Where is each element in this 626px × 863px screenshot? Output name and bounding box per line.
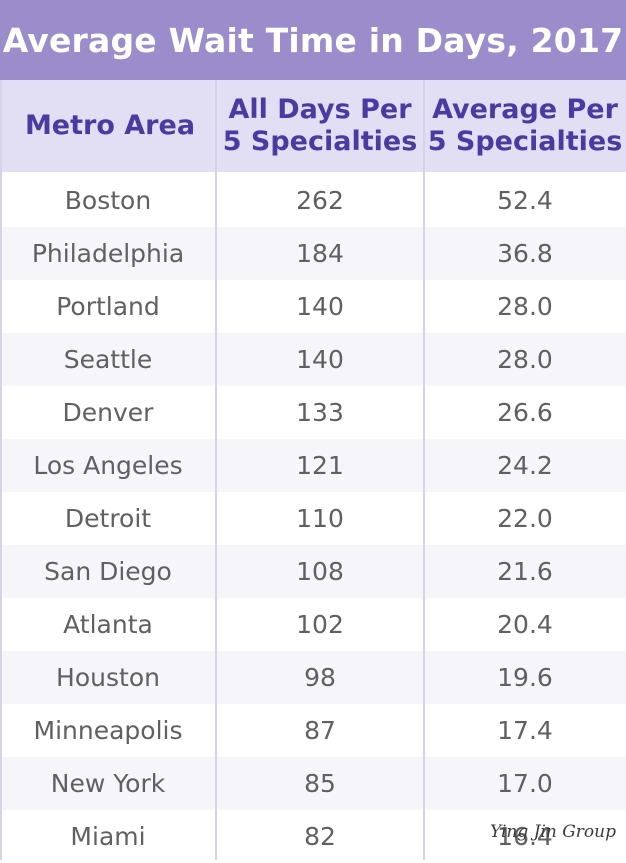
cell-metro-area: Miami bbox=[70, 822, 146, 851]
header-all-days-text: All Days Per 5 Specialties bbox=[222, 93, 418, 157]
table-title: Average Wait Time in Days, 2017 bbox=[0, 0, 626, 80]
cell-all-days: 108 bbox=[296, 557, 344, 586]
header-metro-area: Metro Area bbox=[24, 109, 196, 141]
cell-all-days: 133 bbox=[296, 398, 344, 427]
cell-average: 24.2 bbox=[497, 451, 553, 480]
table-row: Detroit 110 22.0 bbox=[0, 492, 626, 545]
column-divider-2 bbox=[423, 80, 425, 860]
cell-metro-area: Boston bbox=[64, 186, 152, 215]
table-row: Miami 82 16.4 bbox=[0, 810, 626, 863]
cell-all-days: 98 bbox=[304, 663, 336, 692]
column-divider-1 bbox=[215, 80, 217, 860]
cell-metro-area: Los Angeles bbox=[33, 451, 183, 480]
cell-average: 16.4 bbox=[497, 822, 553, 851]
cell-average: 52.4 bbox=[497, 186, 553, 215]
header-row: Metro Area All Days Per 5 Specialties Av… bbox=[0, 80, 626, 172]
cell-average: 17.0 bbox=[497, 769, 553, 798]
cell-average: 20.4 bbox=[497, 610, 553, 639]
cell-all-days: 140 bbox=[296, 345, 344, 374]
cell-all-days: 82 bbox=[304, 822, 336, 851]
cell-average: 26.6 bbox=[497, 398, 553, 427]
cell-average: 21.6 bbox=[497, 557, 553, 586]
table-row: Houston 98 19.6 bbox=[0, 651, 626, 704]
header-all-days: All Days Per 5 Specialties bbox=[216, 80, 424, 172]
cell-metro-area: San Diego bbox=[44, 557, 172, 586]
watermark-text: Ying Jin Group bbox=[490, 822, 616, 842]
table-row: Minneapolis 87 17.4 bbox=[0, 704, 626, 757]
cell-metro-area: New York bbox=[50, 769, 166, 798]
table-border-left bbox=[0, 80, 2, 860]
cell-metro-area: Atlanta bbox=[63, 610, 153, 639]
table-row: Portland 140 28.0 bbox=[0, 280, 626, 333]
cell-average: 22.0 bbox=[497, 504, 553, 533]
cell-all-days: 85 bbox=[304, 769, 336, 798]
cell-average: 28.0 bbox=[497, 345, 553, 374]
cell-metro-area: Seattle bbox=[63, 345, 153, 374]
cell-metro-area: Minneapolis bbox=[33, 716, 183, 745]
table-body: Boston 262 52.4 Philadelphia 184 36.8 Portland… bbox=[0, 174, 626, 863]
cell-average: 36.8 bbox=[497, 239, 553, 268]
cell-metro-area: Philadelphia bbox=[31, 239, 185, 268]
cell-all-days: 184 bbox=[296, 239, 344, 268]
header-average: Average Per 5 Specialties bbox=[424, 80, 626, 172]
header-average-text: Average Per 5 Specialties bbox=[427, 93, 623, 157]
cell-all-days: 110 bbox=[296, 504, 344, 533]
table-row: New York 85 17.0 bbox=[0, 757, 626, 810]
cell-average: 17.4 bbox=[497, 716, 553, 745]
cell-metro-area: Houston bbox=[56, 663, 160, 692]
cell-average: 28.0 bbox=[497, 292, 553, 321]
cell-all-days: 87 bbox=[304, 716, 336, 745]
cell-all-days: 140 bbox=[296, 292, 344, 321]
table-row: San Diego 108 21.6 bbox=[0, 545, 626, 598]
cell-average: 19.6 bbox=[497, 663, 553, 692]
cell-all-days: 262 bbox=[296, 186, 344, 215]
table-row: Seattle 140 28.0 bbox=[0, 333, 626, 386]
table-row: Atlanta 102 20.4 bbox=[0, 598, 626, 651]
cell-metro-area: Detroit bbox=[64, 504, 152, 533]
cell-all-days: 121 bbox=[296, 451, 344, 480]
table-row: Denver 133 26.6 bbox=[0, 386, 626, 439]
table-row: Los Angeles 121 24.2 bbox=[0, 439, 626, 492]
table-row: Boston 262 52.4 bbox=[0, 174, 626, 227]
cell-metro-area: Denver bbox=[62, 398, 154, 427]
cell-all-days: 102 bbox=[296, 610, 344, 639]
cell-metro-area: Portland bbox=[56, 292, 160, 321]
table-row: Philadelphia 184 36.8 bbox=[0, 227, 626, 280]
